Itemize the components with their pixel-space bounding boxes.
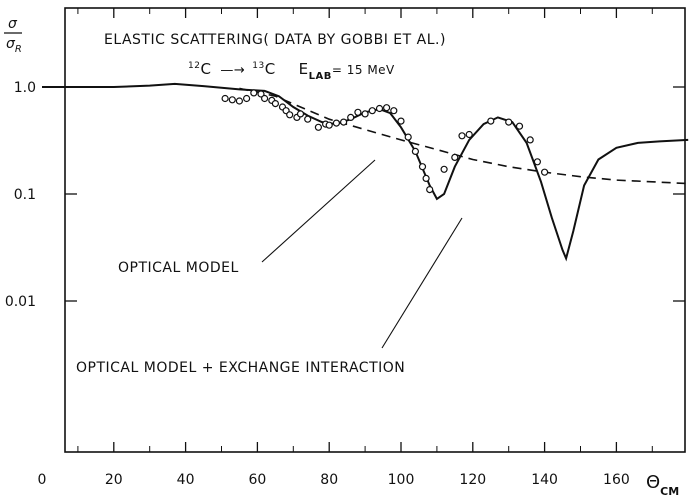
data-point <box>354 108 362 116</box>
data-point <box>526 136 534 144</box>
axis-ticks <box>65 8 685 452</box>
data-point <box>487 117 495 125</box>
data-point <box>340 118 348 126</box>
x-tick-label: 60 <box>248 472 266 488</box>
data-point <box>440 165 448 173</box>
target: C <box>265 60 276 78</box>
x-tick-labels: 0 20 40 60 80 100 120 140 160 <box>38 472 630 488</box>
data-point <box>383 104 391 112</box>
exchange-leader-line <box>381 217 463 349</box>
data-point <box>332 119 340 127</box>
data-point <box>361 110 369 118</box>
series-optical-model-exchange-curve <box>42 82 689 262</box>
data-point <box>347 113 355 122</box>
data-point <box>250 89 258 97</box>
ylabel-numerator: σ <box>8 16 18 32</box>
y-tick-label: 0.01 <box>5 294 36 310</box>
data-point <box>314 123 322 131</box>
data-point <box>257 90 265 98</box>
xlabel-main: Θ <box>646 472 660 493</box>
data-point <box>451 153 459 161</box>
data-points <box>221 89 549 194</box>
data-point <box>296 110 305 118</box>
data-point <box>458 132 466 140</box>
ylabel-denominator: σR <box>6 36 22 55</box>
xlabel: ΘCM <box>646 472 679 498</box>
data-point <box>426 186 434 194</box>
y-tick-labels: 1.0 0.1 0.01 <box>5 80 36 310</box>
data-point <box>228 96 236 104</box>
data-point <box>397 117 405 125</box>
data-point <box>325 121 333 129</box>
projectile-mass: 12 <box>188 61 200 71</box>
xlabel-subscript: CM <box>660 485 679 498</box>
data-point <box>368 107 376 115</box>
data-point <box>390 107 398 115</box>
data-point <box>505 118 513 126</box>
y-tick-label: 0.1 <box>14 187 36 203</box>
target-mass: 13 <box>252 61 264 71</box>
x-tick-label: 100 <box>388 472 415 488</box>
energy-subscript: LAB <box>309 71 332 82</box>
x-tick-label: 40 <box>177 472 195 488</box>
data-point <box>533 158 542 166</box>
data-point <box>375 104 384 113</box>
x-tick-label: 0 <box>38 472 47 488</box>
data-point <box>411 147 419 155</box>
data-point <box>304 115 312 123</box>
data-point <box>418 163 427 171</box>
data-point <box>515 122 524 130</box>
data-point <box>271 99 279 108</box>
energy-symbol: E <box>299 60 309 78</box>
data-point <box>261 94 269 103</box>
exchange-annotation: OPTICAL MODEL + EXCHANGE INTERACTION <box>76 360 405 376</box>
data-point <box>286 111 294 119</box>
data-point <box>221 94 229 103</box>
x-tick-label: 80 <box>320 472 338 488</box>
data-point <box>404 133 412 141</box>
optical-model-leader-line <box>261 159 376 263</box>
x-tick-label: 20 <box>105 472 123 488</box>
data-point <box>540 168 549 176</box>
optical-model-annotation: OPTICAL MODEL <box>118 260 239 276</box>
data-point <box>465 130 473 139</box>
plot-frame <box>64 7 686 453</box>
data-point <box>235 97 243 105</box>
data-point <box>243 94 251 103</box>
x-tick-label: 140 <box>531 472 558 488</box>
x-tick-label: 120 <box>459 472 486 488</box>
reaction-arrow: —→ <box>220 63 245 78</box>
data-point <box>422 174 430 182</box>
energy-value: = 15 MeV <box>332 63 395 77</box>
chart-title: ELASTIC SCATTERING( DATA BY GOBBI ET AL.… <box>104 32 446 48</box>
projectile: C <box>200 60 211 78</box>
x-tick-label: 160 <box>603 472 630 488</box>
reaction-label: 12C —→ 13C ELAB= 15 MeV <box>188 60 395 82</box>
ylabel-den-symbol: σ <box>6 36 16 52</box>
ylabel-den-subscript: R <box>15 44 22 55</box>
y-tick-label: 1.0 <box>14 80 36 96</box>
